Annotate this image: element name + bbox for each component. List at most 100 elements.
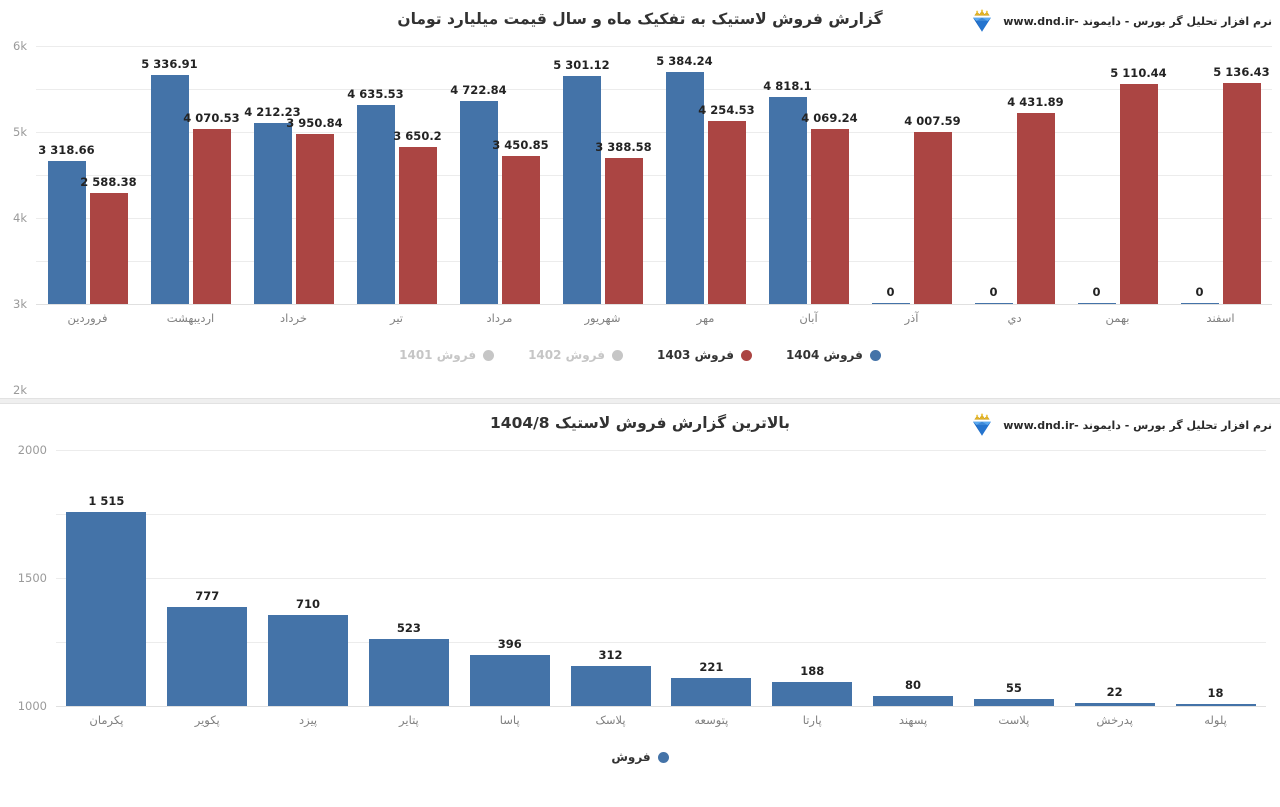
bar[interactable]: 312: [570, 648, 651, 706]
x-axis-label: پکویر: [194, 713, 220, 727]
x-axis-label: مرداد: [486, 311, 513, 325]
bar[interactable]: 188: [772, 664, 853, 706]
x-axis-label: آذر: [904, 311, 919, 325]
bar[interactable]: 55: [973, 681, 1054, 706]
bar[interactable]: 4 254.53: [698, 103, 755, 304]
bar[interactable]: 2 588.38: [80, 175, 137, 304]
bar[interactable]: 4 635.53: [347, 87, 404, 304]
legend-item[interactable]: فروش 1403: [657, 348, 752, 362]
y-axis-tick-label: 3k: [13, 297, 27, 311]
bar-value-label: 1 515: [88, 494, 125, 509]
bar-group: 396: [459, 450, 560, 706]
bar-value-label: 5 384.24: [656, 54, 713, 69]
bar[interactable]: 710: [268, 597, 349, 706]
x-axis-label: شهریور: [584, 311, 621, 325]
bar[interactable]: 5 301.12: [553, 58, 610, 304]
bar-group: 0 5 110.44: [1066, 46, 1169, 304]
gridline: 1500: [18, 514, 1266, 585]
bar[interactable]: 4 431.89: [1007, 95, 1064, 304]
bar[interactable]: 777: [167, 589, 248, 706]
x-axis-label: پسهند: [898, 713, 928, 727]
top-companies-panel: بالاترین گزارش فروش لاستیک 1404/8 نرم اف…: [0, 404, 1280, 804]
x-axis-label: اردیبهشت: [166, 311, 215, 325]
bar[interactable]: 0: [871, 285, 910, 304]
bar[interactable]: 4 212.23: [244, 105, 301, 304]
legend-item[interactable]: فروش 1402: [528, 348, 623, 362]
bar-value-label: 4 635.53: [347, 86, 404, 101]
x-axis-label: مهر: [696, 311, 715, 325]
bar-value-label: 3 388.58: [595, 140, 652, 155]
panel-divider: [0, 398, 1280, 404]
bar-value-label: 5 301.12: [553, 58, 610, 73]
bar[interactable]: 5 384.24: [656, 54, 713, 304]
top-chart-canvas: 01k2k3k4k5k6k3 318.662 588.385 336.914 0…: [13, 39, 1272, 569]
bar[interactable]: 5 110.44: [1110, 66, 1167, 304]
legend-item-label: فروش 1402: [528, 348, 605, 362]
bar-group: 1 515: [56, 450, 157, 706]
bar-group: 523: [358, 450, 459, 706]
y-axis-tick-label: 6k: [13, 39, 27, 53]
bar[interactable]: 221: [671, 660, 752, 706]
bar[interactable]: 4 818.1: [763, 79, 812, 304]
x-axis-label: اسفند: [1206, 311, 1235, 325]
x-axis-label: پتوسعه: [694, 713, 729, 727]
bar-group: 4 635.53 3 650.2: [345, 46, 448, 304]
diamond-crown-logo-icon: [969, 412, 995, 438]
bar[interactable]: 4 722.84: [450, 83, 507, 304]
bar-value-label: 4 069.24: [801, 111, 858, 126]
bar[interactable]: 0: [1077, 285, 1116, 304]
bottom-chart-plot-area: 05001000150020001 5157777105233963122211…: [0, 443, 1280, 764]
x-axis-label: پدرخش: [1096, 713, 1133, 727]
bar-value-label: 22: [1106, 685, 1123, 700]
y-axis-tick-label: 4k: [13, 211, 27, 225]
bar-groups: 1 515 777 710 523 396 312 221 188 80 55 22 18: [56, 450, 1266, 706]
bar-value-label: 396: [497, 637, 522, 652]
x-axis-label: پلوله: [1204, 713, 1227, 727]
bar[interactable]: 0: [974, 285, 1013, 304]
bar-group: 710: [258, 450, 359, 706]
x-axis-label: دي: [1007, 311, 1022, 325]
legend-item[interactable]: فروش: [611, 750, 669, 764]
gridline: 5k: [13, 89, 1272, 139]
bar-group: 5 301.12 3 388.58: [551, 46, 654, 304]
x-axis-label: آبان: [799, 311, 818, 325]
legend-item[interactable]: فروش 1404: [786, 348, 881, 362]
bar-value-label: 3 650.2: [393, 129, 442, 144]
bar[interactable]: 523: [368, 621, 449, 706]
bar-group: 0 4 431.89: [963, 46, 1066, 304]
bar[interactable]: 3 650.2: [393, 129, 442, 304]
bar-value-label: 0: [1195, 285, 1204, 299]
bar[interactable]: 22: [1074, 685, 1155, 706]
bar[interactable]: 5 136.43: [1213, 65, 1270, 304]
bar[interactable]: 3 318.66: [38, 143, 95, 304]
top-chart-x-axis-labels: فروردین اردیبهشت خرداد تیر مرداد شهریور مهر آبا…: [36, 304, 1272, 325]
bar-value-label: 4 818.1: [763, 78, 812, 93]
bar[interactable]: 4 007.59: [904, 114, 961, 304]
bar-value-label: 777: [195, 588, 220, 603]
bar[interactable]: 80: [873, 678, 954, 706]
bar-value-label: 80: [905, 677, 922, 692]
bar[interactable]: 3 950.84: [286, 116, 343, 304]
bar[interactable]: 3 450.85: [492, 138, 549, 304]
y-axis-tick-label: 1000: [17, 699, 47, 713]
bar[interactable]: 4 069.24: [801, 111, 858, 304]
bar-value-label: 312: [598, 648, 623, 663]
bar-value-label: 3 950.84: [286, 116, 343, 131]
bar-groups: 3 318.66 2 588.38 5 336.91 4 070.53 4 212.23…: [36, 46, 1272, 304]
legend-color-dot: [483, 349, 495, 361]
y-axis-tick-label: 2k: [13, 383, 27, 397]
bar[interactable]: 1 515: [66, 494, 147, 706]
legend-item[interactable]: فروش 1401: [399, 348, 495, 362]
bar-value-label: 5 136.43: [1213, 65, 1270, 80]
bar-value-label: 221: [699, 659, 724, 674]
bar[interactable]: 396: [469, 637, 550, 706]
gridline: 2k: [13, 218, 1272, 397]
bar[interactable]: 5 336.91: [141, 57, 198, 304]
bar[interactable]: 3 388.58: [595, 140, 652, 304]
x-axis-label: پلاسک: [595, 713, 626, 727]
bar[interactable]: 18: [1175, 686, 1256, 706]
x-axis-label: پیزد: [299, 713, 318, 727]
bar[interactable]: 0: [1180, 285, 1219, 304]
legend-color-dot: [869, 349, 881, 361]
bar[interactable]: 4 070.53: [183, 111, 240, 304]
